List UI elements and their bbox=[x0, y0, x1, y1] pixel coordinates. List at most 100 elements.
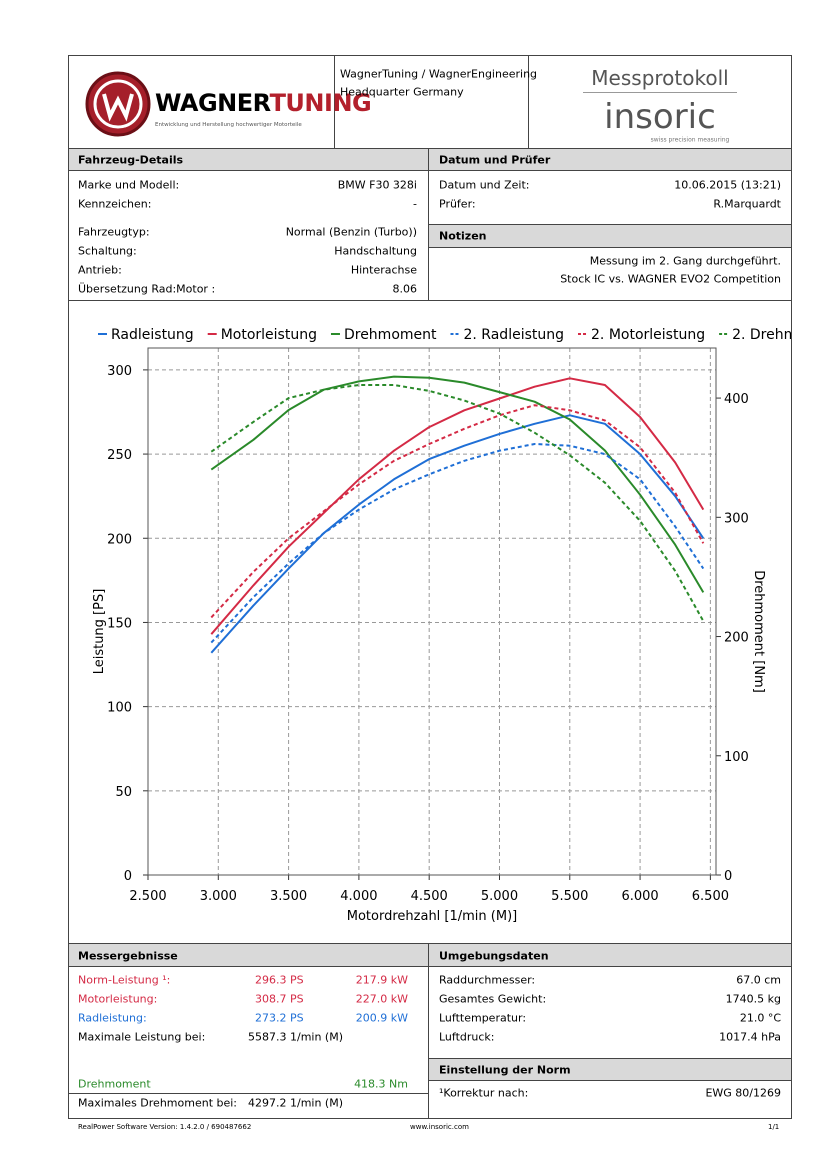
chart: 2.500 3.000 3.500 4.000 4.500 5.000 5.500 6.000… bbox=[92, 327, 791, 924]
row-label: Raddurchmesser: bbox=[439, 973, 536, 987]
series-line bbox=[210, 377, 705, 635]
section-bar bbox=[69, 944, 428, 966]
y-tick-label: 150 bbox=[107, 616, 132, 631]
divider bbox=[68, 300, 792, 301]
x-tick-label: 4.500 bbox=[411, 889, 448, 904]
x-tick-label: 6.500 bbox=[692, 889, 729, 904]
row-label: Luftdruck: bbox=[439, 1030, 495, 1044]
y-tick-label: 250 bbox=[107, 448, 132, 463]
row-value: 1740.5 kg bbox=[725, 992, 781, 1006]
section-bar bbox=[429, 225, 791, 247]
row-label: Marke und Modell: bbox=[78, 178, 180, 192]
divider bbox=[428, 224, 792, 225]
note-line: Stock IC vs. WAGNER EVO2 Competition bbox=[560, 272, 781, 286]
row-value: 67.0 cm bbox=[736, 973, 781, 987]
row-value: 217.9 kW bbox=[355, 973, 408, 987]
series-line bbox=[210, 443, 705, 644]
divider bbox=[68, 1093, 428, 1094]
logo: WAGNERTUNING bbox=[155, 89, 372, 117]
logo-tagline: Entwicklung und Herstellung hochwertiger… bbox=[155, 122, 302, 128]
footer-page: 1/1 bbox=[768, 1123, 780, 1131]
section-title: Einstellung der Norm bbox=[439, 1063, 571, 1077]
row-label: Radleistung: bbox=[78, 1011, 147, 1025]
note-line: Messung im 2. Gang durchgeführt. bbox=[589, 254, 781, 268]
divider bbox=[528, 55, 529, 148]
row-value: EWG 80/1269 bbox=[705, 1086, 781, 1100]
footer-software: RealPower Software Version: 1.4.2.0 / 69… bbox=[78, 1123, 252, 1131]
series-line bbox=[210, 414, 705, 654]
x-tick-label: 5.500 bbox=[551, 889, 588, 904]
row-label: Schaltung: bbox=[78, 244, 137, 258]
x-axis-title: Motordrehzahl [1/min (M)] bbox=[347, 909, 517, 924]
y2-tick-label: 300 bbox=[724, 511, 749, 526]
row-value: 296.3 PS bbox=[255, 973, 304, 987]
logo-word: WAGNER bbox=[155, 89, 270, 117]
legend-label: Motorleistung bbox=[221, 327, 317, 343]
y2-axis-title: Drehmoment [Nm] bbox=[751, 570, 766, 693]
x-tick-label: 3.500 bbox=[270, 889, 307, 904]
brand: insoric bbox=[604, 97, 716, 137]
row-label: Fahrzeugtyp: bbox=[78, 225, 150, 239]
x-tick-label: 6.000 bbox=[621, 889, 658, 904]
divider bbox=[428, 1080, 792, 1081]
section-title: Umgebungsdaten bbox=[439, 949, 549, 963]
y-axis-title: Leistung [PS] bbox=[92, 589, 107, 675]
row-value: 21.0 °C bbox=[739, 1011, 781, 1025]
section-bar bbox=[429, 1059, 791, 1080]
divider bbox=[334, 55, 335, 148]
y-tick-label: 300 bbox=[107, 364, 132, 379]
section-title: Notizen bbox=[439, 229, 487, 243]
brand-tagline: swiss precision measuring bbox=[650, 136, 730, 144]
divider bbox=[68, 943, 792, 944]
row-label: Kennzeichen: bbox=[78, 197, 152, 211]
row-value: 227.0 kW bbox=[355, 992, 408, 1006]
row-label: Gesamtes Gewicht: bbox=[439, 992, 547, 1006]
x-tick-label: 4.000 bbox=[340, 889, 377, 904]
footer-website: www.insoric.com bbox=[410, 1123, 469, 1131]
row-value: Hinterachse bbox=[350, 263, 417, 277]
divider bbox=[583, 92, 737, 93]
row-label: Maximales Drehmoment bei: bbox=[78, 1096, 238, 1110]
row-label: Prüfer: bbox=[439, 197, 476, 211]
y2-tick-label: 0 bbox=[724, 869, 732, 884]
row-label: Norm-Leistung ¹: bbox=[78, 973, 171, 987]
y2-tick-label: 400 bbox=[724, 392, 749, 407]
divider bbox=[428, 943, 429, 1118]
row-value: 308.7 PS bbox=[255, 992, 304, 1006]
row-label: Antrieb: bbox=[78, 263, 122, 277]
row-value: 5587.3 1/min (M) bbox=[248, 1030, 344, 1044]
divider bbox=[428, 1058, 792, 1059]
section-bar bbox=[429, 944, 791, 966]
row-label: Datum und Zeit: bbox=[439, 178, 530, 192]
section-title: Datum und Prüfer bbox=[439, 153, 551, 167]
y2-tick-label: 200 bbox=[724, 631, 749, 646]
row-value: 200.9 kW bbox=[355, 1011, 408, 1025]
location: Headquarter Germany bbox=[340, 85, 464, 99]
legend-label: 2. Radleistung bbox=[464, 327, 565, 343]
y-tick-label: 100 bbox=[107, 701, 132, 716]
x-tick-label: 5.000 bbox=[481, 889, 518, 904]
protocol-title: Messprotokoll bbox=[591, 66, 729, 90]
divider bbox=[68, 148, 792, 149]
row-value: BMW F30 328i bbox=[337, 178, 417, 192]
row-value: 273.2 PS bbox=[255, 1011, 304, 1025]
y2-tick-label: 100 bbox=[724, 750, 749, 765]
x-tick-label: 3.000 bbox=[200, 889, 237, 904]
section-title: Fahrzeug-Details bbox=[78, 153, 184, 167]
row-label: Maximale Leistung bei: bbox=[78, 1030, 206, 1044]
row-label: Übersetzung Rad:Motor : bbox=[78, 282, 216, 296]
y-tick-label: 50 bbox=[115, 785, 132, 800]
series-line bbox=[210, 384, 705, 622]
row-label: Drehmoment bbox=[78, 1077, 151, 1091]
row-value: 418.3 Nm bbox=[354, 1077, 408, 1091]
row-value: 10.06.2015 (13:21) bbox=[674, 178, 781, 192]
logo-emblem bbox=[85, 71, 151, 137]
row-value: 4297.2 1/min (M) bbox=[248, 1096, 344, 1110]
section-bar bbox=[69, 149, 428, 170]
company: WagnerTuning / WagnerEngineering bbox=[340, 67, 538, 81]
legend-label: Radleistung bbox=[111, 327, 194, 343]
legend-label: 2. Motorleistung bbox=[591, 327, 705, 343]
y-tick-label: 200 bbox=[107, 532, 132, 547]
logo-word: TUNING bbox=[269, 89, 372, 117]
